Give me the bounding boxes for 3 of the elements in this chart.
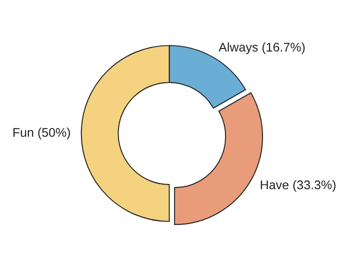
slice-label: Always (16.7%) <box>218 42 305 54</box>
slice-label: Fun (50%) <box>13 128 70 140</box>
slice-label: Have (33.3%) <box>260 180 336 192</box>
